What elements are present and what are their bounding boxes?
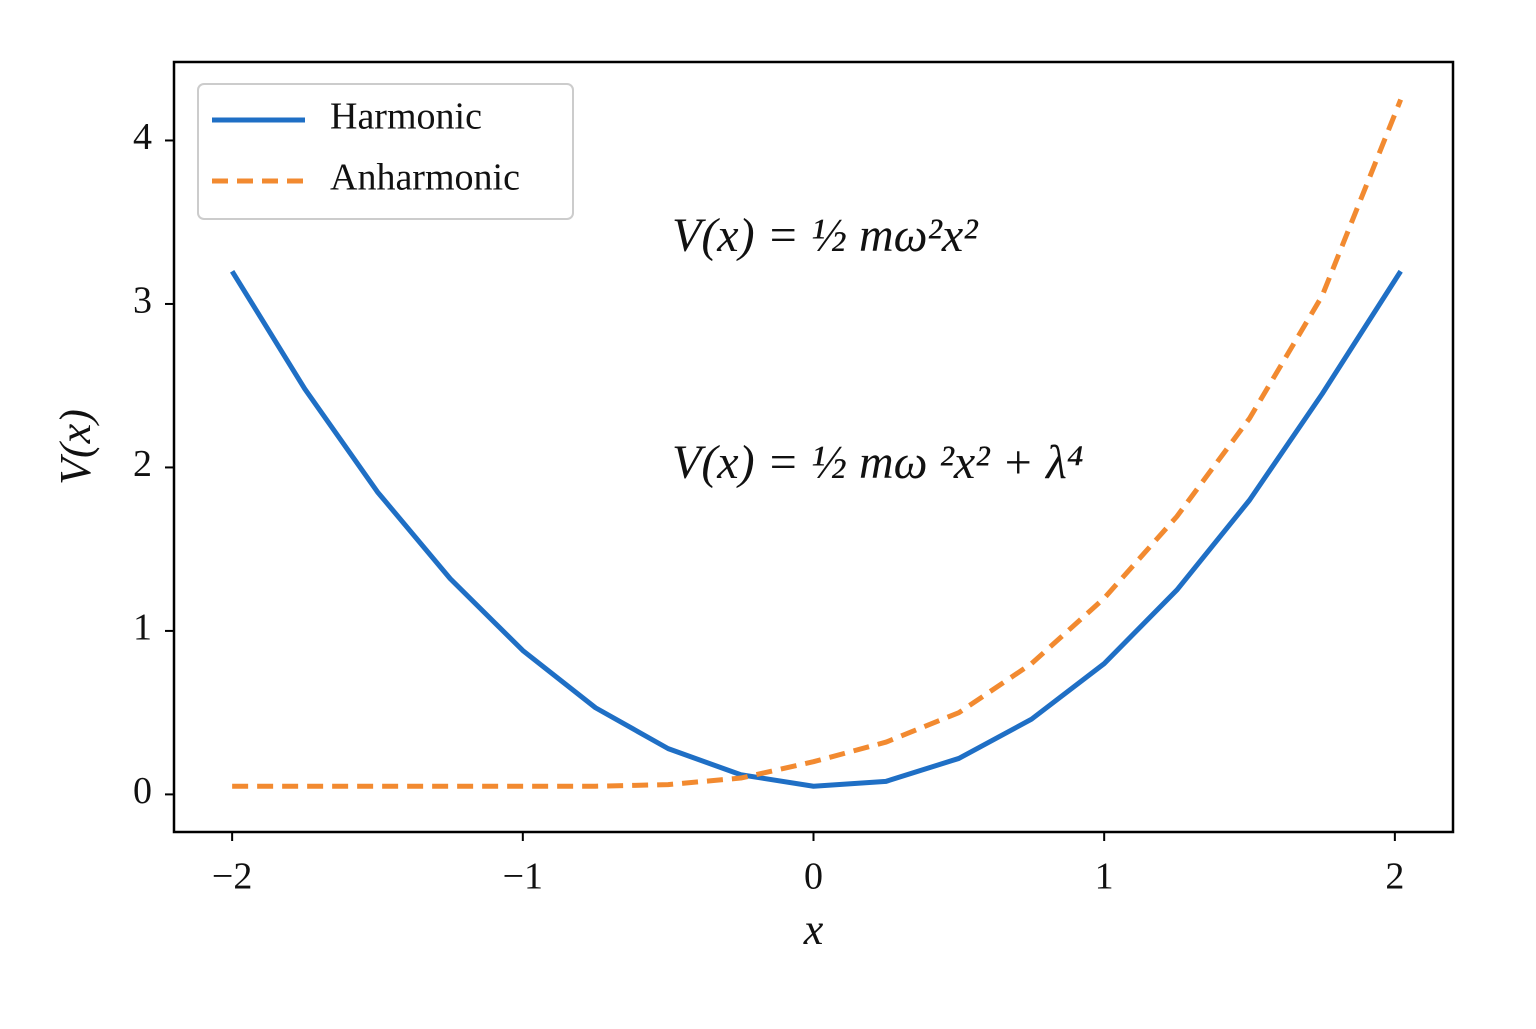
legend-label: Anharmonic [330, 157, 520, 199]
x-tick-label: 2 [1385, 856, 1404, 898]
y-axis-label: V(x) [51, 409, 100, 485]
series-line [232, 98, 1403, 789]
y-tick-label: 1 [133, 607, 152, 649]
y-tick-label: 4 [133, 116, 152, 158]
y-tick-label: 0 [133, 770, 152, 812]
x-axis-label: x [803, 905, 824, 954]
x-tick-label: −1 [503, 856, 543, 898]
y-tick-label: 2 [133, 443, 152, 485]
legend-label: Harmonic [330, 96, 482, 138]
plot-frame [172, 60, 1455, 834]
formula-annotation: V(x) = ½ mω²x² [672, 209, 979, 262]
x-tick-label: 0 [804, 856, 823, 898]
series-line [230, 269, 1403, 789]
y-tick-label: 3 [133, 280, 152, 322]
formula-annotation: V(x) = ½ mω ²x² + λ⁴ [672, 436, 1084, 489]
x-tick-label: −2 [212, 856, 252, 898]
x-tick-label: 1 [1095, 856, 1114, 898]
